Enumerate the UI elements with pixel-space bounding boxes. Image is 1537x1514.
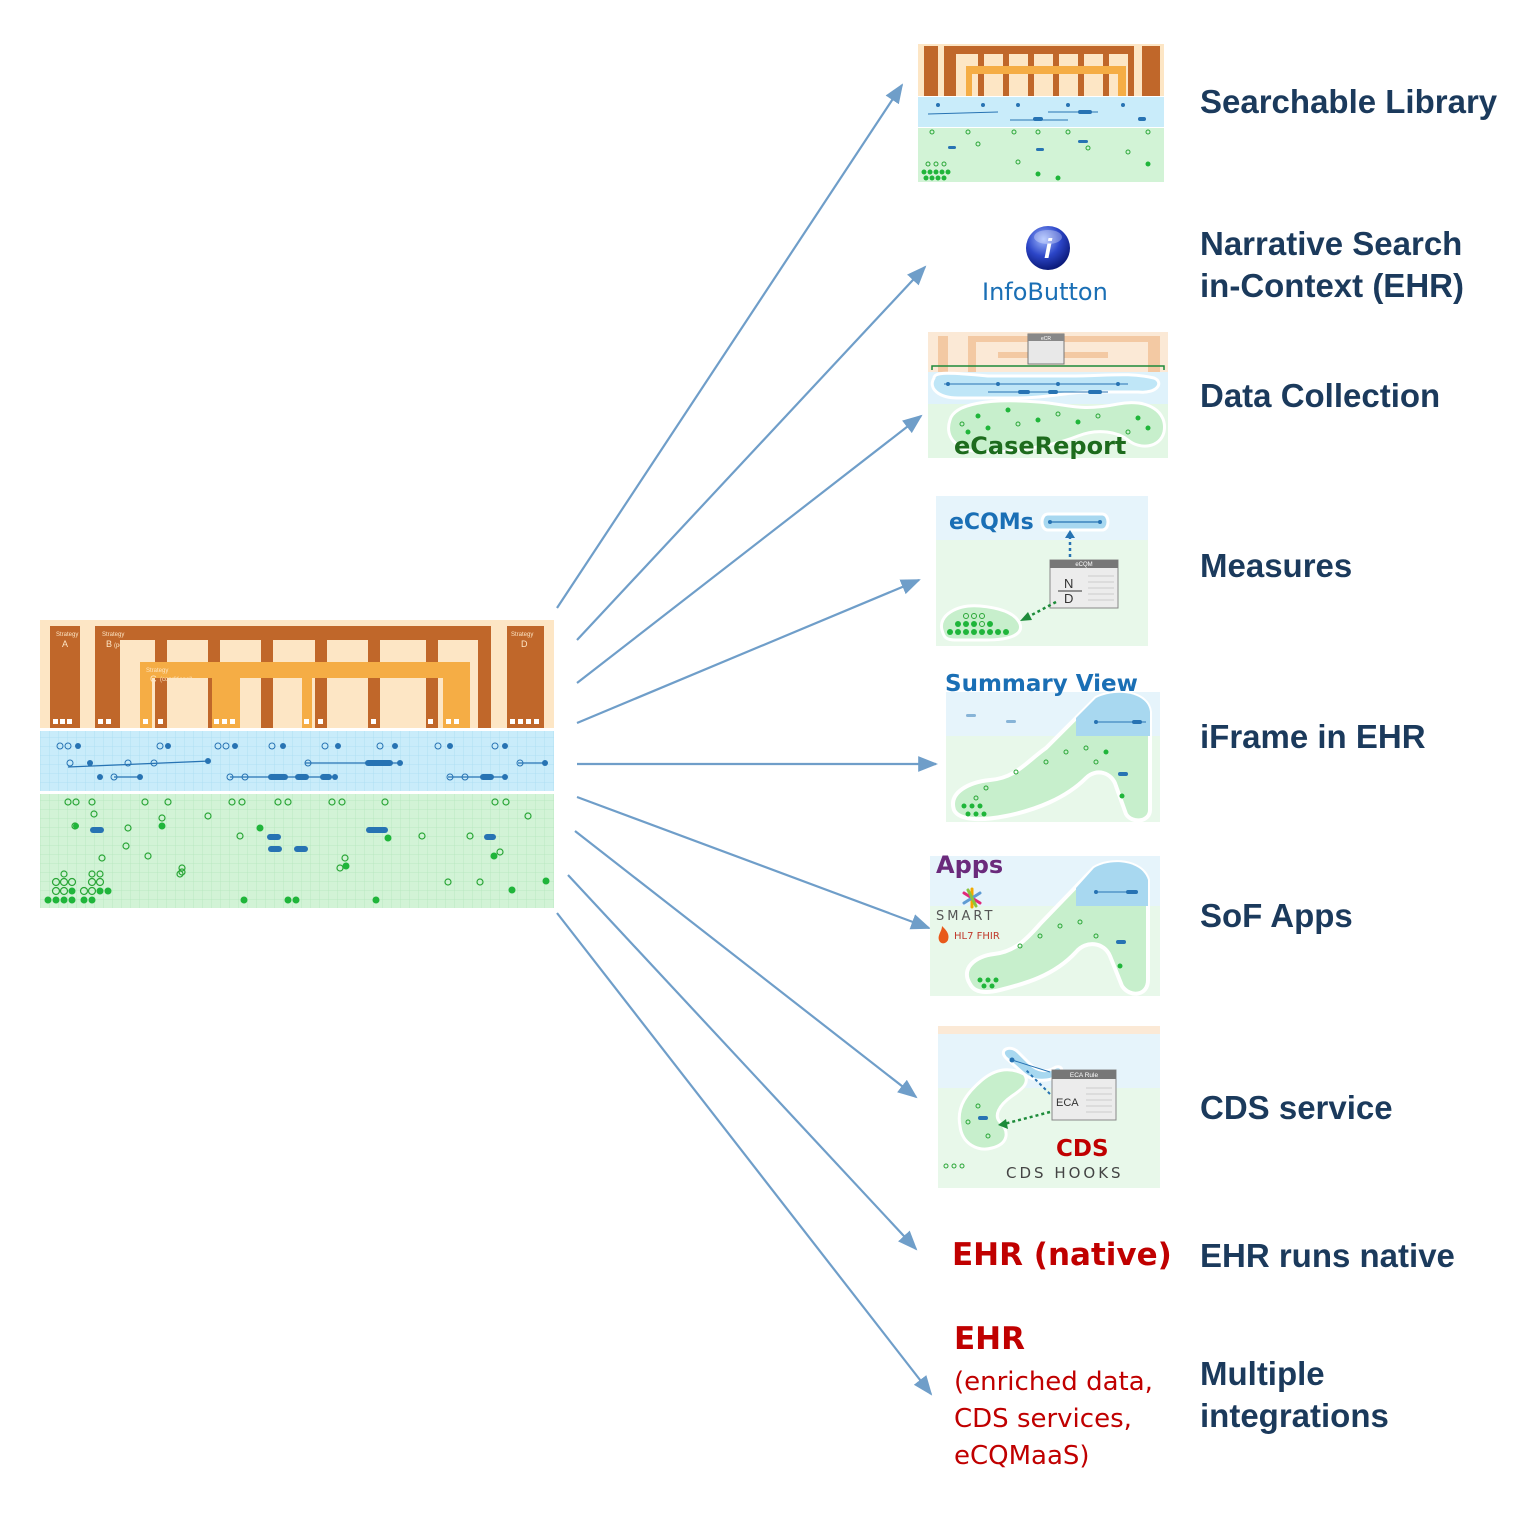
denominator-letter: D <box>1064 591 1073 606</box>
target-label-multi-line2: integrations <box>1200 1395 1389 1437</box>
arrow-to-native <box>568 875 916 1249</box>
arrow-to-multi <box>557 913 931 1394</box>
ecr-form-title: eCR <box>1041 336 1051 342</box>
eca-letters: ECA <box>1056 1097 1079 1109</box>
target-label-library: Searchable Library <box>1200 81 1497 123</box>
smart-logo: SMART <box>936 909 995 924</box>
info-icon: i <box>1024 224 1072 272</box>
strategy-c-note: (conditional) <box>160 677 193 683</box>
target-label-native: EHR runs native <box>1200 1235 1455 1277</box>
target-label-narrative-line1: Narrative Search <box>1200 223 1462 265</box>
ehr-multi-details: (enriched data, CDS services, eCQMaaS) <box>954 1364 1153 1475</box>
summary-view-badge: Summary View <box>945 671 1138 697</box>
eca-rule-title: ECA Rule <box>1070 1072 1099 1079</box>
strategy-a-letter: A <box>62 639 68 649</box>
ehr-detail-line: eCQMaaS) <box>954 1438 1153 1475</box>
info-icon-glyph: i <box>1044 233 1053 264</box>
arrow-to-cds <box>575 831 916 1097</box>
ehr-detail-line: CDS services, <box>954 1401 1153 1438</box>
cds-badge: CDS <box>1056 1136 1109 1162</box>
cds-hooks-logo: CDS HOOKS <box>1006 1164 1124 1182</box>
ehr-multi-badge: EHR <box>954 1321 1025 1357</box>
strategy-b-letter: B <box>106 639 112 649</box>
target-label-cds: CDS service <box>1200 1087 1393 1129</box>
iframe-thumbnail <box>946 692 1160 822</box>
numerator-letter: N <box>1064 576 1073 591</box>
ecqm-form-title: eCQM <box>1075 562 1092 568</box>
strategy-d-letter: D <box>521 639 528 649</box>
target-label-data: Data Collection <box>1200 375 1440 417</box>
arrow-to-sof <box>577 797 929 928</box>
target-label-measures: Measures <box>1200 545 1352 587</box>
strategy-c-block <box>140 662 470 678</box>
ehr-detail-line: (enriched data, <box>954 1364 1153 1401</box>
hl7-fhir-logo: HL7 FHIR <box>954 931 1000 942</box>
strategy-d-title: Strategy <box>511 632 533 638</box>
infobutton-badge: InfoButton <box>982 278 1108 306</box>
target-label-sof: SoF Apps <box>1200 895 1353 937</box>
ehr-native-badge: EHR (native) <box>952 1237 1172 1273</box>
target-label-multi-line1: Multiple <box>1200 1353 1325 1395</box>
strategy-b-note: (periodic) <box>114 643 139 649</box>
ecqms-badge: eCQMs <box>949 510 1034 535</box>
strategy-a-title: Strategy <box>56 632 78 638</box>
ecasereport-badge: eCaseReport <box>954 432 1126 460</box>
target-label-narrative-line2: in-Context (EHR) <box>1200 265 1464 307</box>
strategy-b-block <box>95 626 491 640</box>
strategy-c-letter: C <box>150 674 157 684</box>
apps-badge: Apps <box>936 851 1003 879</box>
source-pathway-diagram: Strategy A Strategy B (periodic) Strateg… <box>40 620 556 910</box>
library-thumbnail <box>918 44 1164 182</box>
target-label-iframe: iFrame in EHR <box>1200 716 1426 758</box>
arrow-to-measures <box>577 580 919 723</box>
strategy-b-title: Strategy <box>102 632 124 638</box>
